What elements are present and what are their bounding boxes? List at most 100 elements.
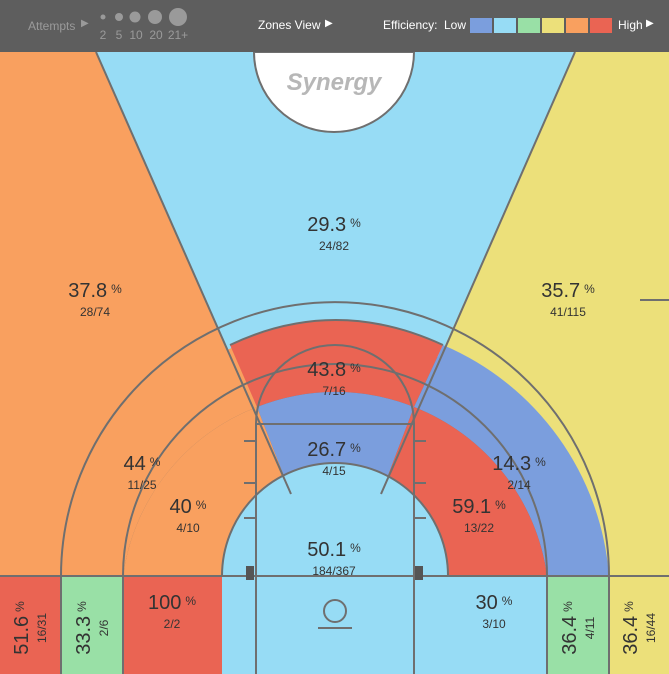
attempt-size-dot [129,11,141,23]
efficiency-high-label: High [618,18,643,32]
zone-percentage: 37.8% [68,280,122,302]
attempt-size-dot [169,8,187,26]
zone-above-break-3-center[interactable] [96,52,575,358]
zone-percentage: 30% [476,592,513,614]
zone-attempts: 4/15 [322,464,346,478]
zone-percentage: 33.3% [73,601,95,655]
attempts-label[interactable]: Attempts [28,19,76,33]
efficiency-label: Efficiency: [383,18,438,32]
zone-percentage: 35.7% [541,280,595,302]
zone-percentage: 36.4% [559,601,581,655]
attempt-size-dot [115,13,123,21]
zone-restricted-area[interactable] [222,463,448,674]
zone-label-mid-right: 59.1 % 13/22 [452,496,506,535]
zone-label-corner-3-right: 36.4%16/44 [620,601,658,655]
zone-attempts: 2/6 [97,619,111,636]
three-point-arc [60,301,610,577]
zone-long-2-left[interactable] [61,347,257,576]
zone-attempts: 41/115 [550,305,586,319]
zone-label-long-2-left: 44 % 11/25 [124,453,161,492]
efficiency-caret-icon[interactable]: ▶ [646,18,654,29]
basket-rim [323,599,347,623]
attempt-size-label: 10 [129,28,143,42]
zone-mid-center[interactable] [257,391,414,494]
zone-mid-right[interactable] [381,407,547,576]
attempt-size-label: 2 [100,28,107,42]
attempt-size-dot [100,14,106,20]
zone-short-corner-right[interactable] [547,576,609,674]
zone-baseline-mid-left[interactable] [123,576,222,674]
zone-label-long-2-center: 43.8 % 7/16 [307,359,361,398]
zone-percentage: 26.7% [307,439,361,461]
zone-attempts: 28/74 [80,305,110,319]
zone-percentage: 50.1% [307,539,361,561]
scale-swatch [470,18,492,33]
block-marker [246,566,254,580]
zone-attempts: 184/367 [312,564,356,578]
zone-attempts: 11/25 [127,478,156,492]
zone-above-break-3-right[interactable] [435,52,669,576]
outer-circle [229,319,444,346]
zone-percentage: 51.6% [11,601,33,655]
logo-circle [252,52,416,133]
attempts-caret-icon[interactable]: ▶ [81,18,89,29]
zone-attempts: 16/44 [644,613,658,643]
zone-label-above-break-3-center: 29.3 % 24/82 [307,214,361,253]
zone-attempts: 16/31 [35,613,49,643]
zone-percentage: 59.1% [452,496,506,518]
zone-percentage: 14.3% [492,453,546,475]
zone-label-above-break-3-left: 37.8 % 28/74 [68,280,122,319]
long-two-arc [122,363,548,577]
zone-label-mid-center: 26.7 % 4/15 [307,439,361,478]
zone-label-short-corner-left: 33.3%2/6 [73,601,111,655]
efficiency-low-label: Low [444,18,467,32]
scale-swatch [494,18,516,33]
synergy-logo: Synergy [287,69,383,96]
zone-percentage: 43.8% [307,359,361,381]
zone-label-baseline-mid-right: 30 % 3/10 [476,592,513,631]
zone-fills [0,52,669,674]
zones-view-dropdown[interactable]: Zones View [258,18,321,32]
scale-swatch [590,18,612,33]
zone-attempts: 24/82 [319,239,349,253]
zone-short-corner-left[interactable] [61,576,123,674]
shot-zone-chart: Synergy 29.3 % 24/82 37.8 % 28/74 35.7 % 41/115 4… [0,52,669,674]
efficiency-scale [470,18,614,33]
free-throw-circle [255,344,415,425]
toolbar: Attempts ▶ 2 5 10 20 21+ Zones View ▶ Ef… [0,0,669,52]
zone-attempts: 7/16 [322,384,346,398]
zone-attempts: 4/10 [176,521,200,535]
zone-above-break-3-left[interactable] [0,52,235,576]
zone-percentage: 44% [124,453,161,475]
zone-label-corner-3-left: 51.6%16/31 [11,601,49,655]
zone-label-long-2-right: 14.3 % 2/14 [492,453,546,492]
zone-attempts: 3/10 [482,617,506,631]
zone-corner-3-left[interactable] [0,576,61,674]
zone-baseline-mid-right[interactable] [448,576,547,674]
attempt-size-label: 20 [149,28,163,42]
zone-label-above-break-3-right: 35.7 % 41/115 [541,280,595,319]
zone-label-restricted-area: 50.1 % 184/367 [307,539,361,578]
zone-percentage: 40% [170,496,207,518]
zone-percentage: 36.4% [620,601,642,655]
zone-attempts: 4/11 [583,616,597,639]
zone-attempts: 2/2 [164,617,181,631]
zone-long-2-right[interactable] [414,345,609,576]
left-wing-line [95,52,292,495]
zone-percentage: 29.3% [307,214,361,236]
zone-attempts: 13/22 [464,521,494,535]
zone-label-mid-left: 40 % 4/10 [170,496,207,535]
zone-corner-3-right[interactable] [609,576,669,674]
attempt-size-label: 21+ [168,28,188,42]
court-lines [0,52,669,674]
zone-percentage: 100% [148,592,196,614]
zone-mid-left[interactable] [123,407,291,576]
zone-labels: 29.3 % 24/82 37.8 % 28/74 35.7 % 41/115 43.8 % 7/16… [11,214,658,655]
attempt-size-legend: 2 5 10 20 21+ [100,8,188,42]
zone-attempts: 2/14 [507,478,531,492]
scale-swatch [518,18,540,33]
zones-view-caret-icon[interactable]: ▶ [325,18,333,29]
scale-swatch [542,18,564,33]
zone-label-short-corner-right: 36.4%4/11 [559,601,597,655]
zone-label-baseline-mid-left: 100 % 2/2 [148,592,196,631]
